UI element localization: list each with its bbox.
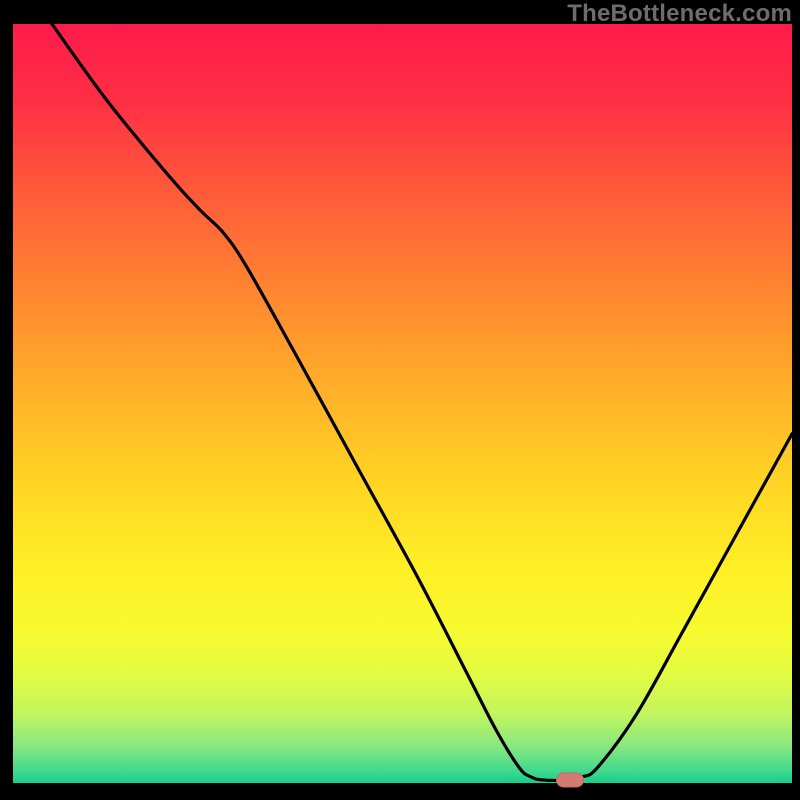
bottleneck-curve xyxy=(52,24,792,780)
plot-area xyxy=(13,24,792,783)
outer-frame: TheBottleneck.com xyxy=(9,0,800,791)
optimal-point-marker xyxy=(556,772,584,787)
bottleneck-curve-layer xyxy=(13,24,792,783)
